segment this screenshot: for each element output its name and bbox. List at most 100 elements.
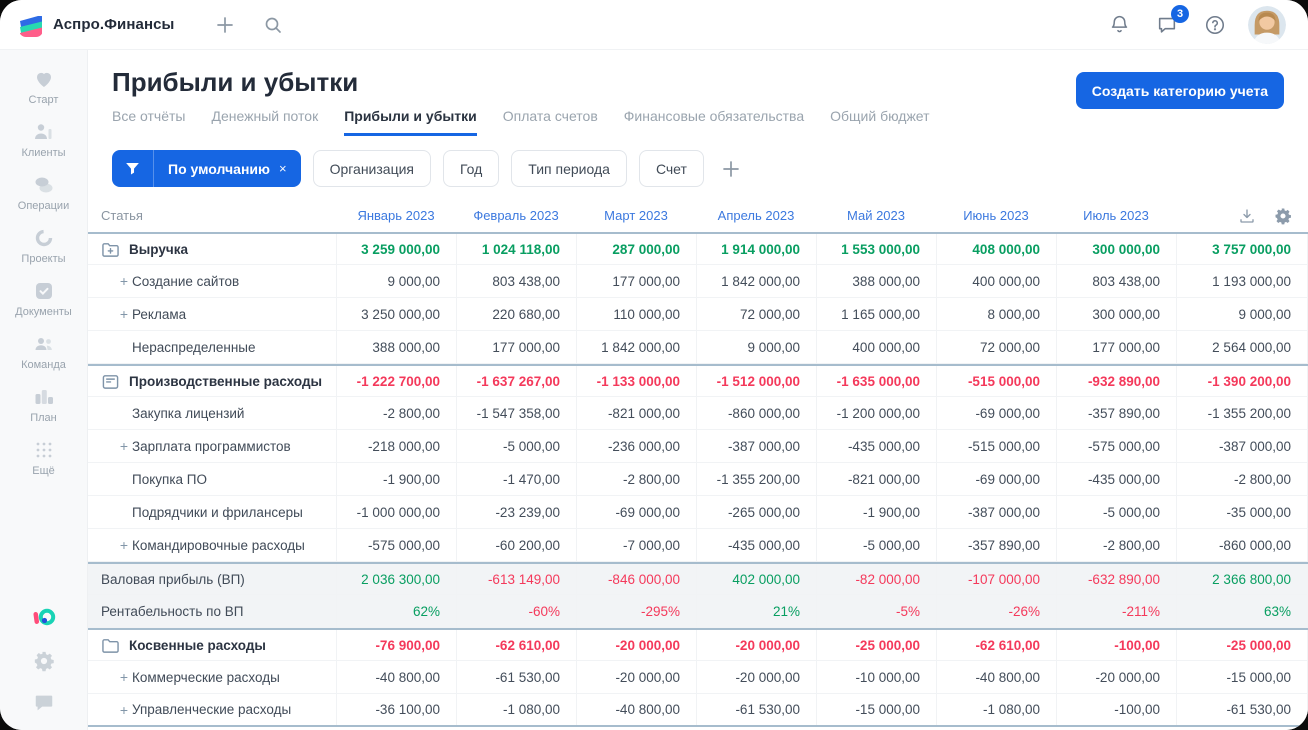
tab-2[interactable]: Прибыли и убытки [344, 108, 477, 136]
value-cell: -15 000,00 [816, 694, 936, 725]
value-cell: -236 000,00 [576, 430, 696, 462]
table-row[interactable]: Рентабельность по ВП 62% -60% -295% 21% -5% -2… [88, 595, 1308, 628]
column-header-6[interactable]: Июнь 2023 [963, 208, 1029, 223]
value-cell: -62 610,00 [456, 630, 576, 660]
row-label: Командировочные расходы [132, 537, 305, 553]
value-cell: -387 000,00 [1176, 430, 1308, 462]
sidebar-item-operations[interactable]: Операции [6, 166, 82, 219]
table-row[interactable]: Выручка 3 259 000,00 1 024 118,00 287 000,0… [88, 232, 1308, 265]
value-cell: -5 000,00 [816, 529, 936, 561]
row-label-cell: Выручка [88, 234, 336, 264]
sidebar-item-label: Старт [28, 94, 59, 106]
table-row[interactable]: Валовая прибыль (ВП) 2 036 300,00 -613 149… [88, 562, 1308, 595]
row-label-cell: + Реклама [88, 298, 336, 330]
table-row[interactable]: + Коммерческие расходы -40 800,00 -61 530,0… [88, 661, 1308, 694]
filter-chip-2[interactable]: Тип периода [511, 150, 627, 187]
team-icon [32, 332, 56, 356]
sidebar-item-team[interactable]: Команда [6, 325, 82, 378]
table-row[interactable]: + Зарплата программистов -218 000,00 -5 000… [88, 430, 1308, 463]
value-cell: 300 000,00 [1056, 234, 1176, 264]
column-header-7[interactable]: Июль 2023 [1083, 208, 1149, 223]
download-icon[interactable] [1238, 207, 1256, 225]
row-label-cell: + Управленческие расходы [88, 694, 336, 725]
gear-icon[interactable] [33, 650, 55, 672]
value-cell: 388 000,00 [816, 265, 936, 297]
chat-bubble-icon[interactable] [33, 692, 55, 714]
expand-plus-icon[interactable]: + [119, 701, 129, 718]
help-button[interactable] [1200, 10, 1230, 40]
column-header-2[interactable]: Февраль 2023 [473, 208, 559, 223]
sidebar-item-projects[interactable]: Проекты [6, 219, 82, 272]
tab-5[interactable]: Общий бюджет [830, 108, 930, 124]
messages-button[interactable]: 3 [1152, 4, 1189, 40]
table-row[interactable]: Производственные расходы -1 222 700,00 -1 … [88, 364, 1308, 397]
value-cell: -61 530,00 [1176, 694, 1308, 725]
column-header-article[interactable]: Статья [101, 208, 143, 223]
tab-0[interactable]: Все отчёты [112, 108, 186, 124]
column-header-4[interactable]: Апрель 2023 [717, 208, 795, 223]
settings-icon[interactable] [1274, 207, 1292, 225]
sidebar-item-documents[interactable]: Документы [6, 272, 82, 325]
table-row[interactable]: Нераспределенные 388 000,00 177 000,00 1 84… [88, 331, 1308, 364]
brand-icon[interactable] [32, 606, 56, 630]
tab-3[interactable]: Оплата счетов [502, 108, 598, 124]
filter-preset-chip[interactable]: По умолчанию × [112, 150, 301, 187]
filter-chip-0[interactable]: Организация [312, 150, 431, 187]
value-cell: 2 366 800,00 [1176, 564, 1308, 594]
row-label: Покупка ПО [132, 471, 207, 487]
value-cell: -69 000,00 [936, 463, 1056, 495]
table-row[interactable]: + Управленческие расходы -36 100,00 -1 080,… [88, 694, 1308, 727]
table-row[interactable]: Косвенные расходы -76 900,00 -62 610,00 -20… [88, 628, 1308, 661]
sidebar-item-start[interactable]: Старт [6, 60, 82, 113]
value-cell: -26% [936, 595, 1056, 627]
value-cell: 9 000,00 [696, 331, 816, 363]
add-filter-button[interactable] [716, 154, 746, 184]
table-row[interactable]: + Командировочные расходы -575 000,00 -60 2… [88, 529, 1308, 562]
filter-chip-1[interactable]: Год [443, 150, 500, 187]
value-cell: -61 530,00 [456, 661, 576, 693]
value-cell: -575 000,00 [1056, 430, 1176, 462]
value-cell: -295% [576, 595, 696, 627]
row-label: Подрядчики и фрилансеры [132, 504, 303, 520]
notifications-button[interactable] [1104, 10, 1134, 40]
value-cell: -1 900,00 [336, 463, 456, 495]
sidebar-item-label: План [30, 412, 57, 424]
table-row[interactable]: Покупка ПО -1 900,00 -1 470,00 -2 800,00 -1 … [88, 463, 1308, 496]
filter-chip-3[interactable]: Счет [638, 150, 704, 187]
app-name: Аспро.Финансы [53, 16, 175, 33]
avatar[interactable] [1248, 5, 1286, 44]
quick-add-button[interactable] [208, 8, 242, 42]
sidebar-item-label: Документы [15, 306, 72, 318]
sidebar-item-more[interactable]: Ещё [6, 431, 82, 484]
funnel-icon [112, 150, 154, 187]
expand-plus-icon[interactable]: + [119, 273, 129, 289]
more-icon [32, 438, 56, 462]
value-cell: -15 000,00 [1176, 661, 1308, 693]
expand-plus-icon[interactable]: + [119, 438, 129, 454]
table-row[interactable]: Подрядчики и фрилансеры -1 000 000,00 -23 … [88, 496, 1308, 529]
create-category-button[interactable]: Создать категорию учета [1075, 72, 1284, 109]
value-cell: -515 000,00 [936, 430, 1056, 462]
expand-plus-icon[interactable]: + [119, 669, 129, 685]
sidebar-item-plan[interactable]: План [6, 378, 82, 431]
value-cell: -1 200 000,00 [816, 397, 936, 429]
value-cell: -387 000,00 [936, 496, 1056, 528]
expand-plus-icon[interactable]: + [119, 537, 129, 553]
app-logo[interactable]: Аспро.Финансы [18, 12, 174, 38]
value-cell: -1 222 700,00 [336, 366, 456, 396]
table-row[interactable]: + Реклама 3 250 000,00 220 680,00 110 000,00… [88, 298, 1308, 331]
sidebar-item-clients[interactable]: Клиенты [6, 113, 82, 166]
value-cell: -1 133 000,00 [576, 366, 696, 396]
column-header-3[interactable]: Март 2023 [604, 208, 668, 223]
search-button[interactable] [256, 8, 290, 42]
table-row[interactable]: + Создание сайтов 9 000,00 803 438,00 177 00… [88, 265, 1308, 298]
tab-1[interactable]: Денежный поток [211, 108, 319, 124]
filter-preset-clear[interactable]: × [278, 161, 287, 176]
column-header-1[interactable]: Январь 2023 [357, 208, 435, 223]
column-header-5[interactable]: Май 2023 [847, 208, 905, 223]
clients-icon [32, 120, 56, 144]
expand-plus-icon[interactable]: + [119, 306, 129, 322]
table-row[interactable]: Закупка лицензий -2 800,00 -1 547 358,00 -8… [88, 397, 1308, 430]
tab-4[interactable]: Финансовые обязательства [623, 108, 805, 124]
sidebar: Старт Клиенты Операции Проекты Документы Кома… [0, 50, 88, 730]
